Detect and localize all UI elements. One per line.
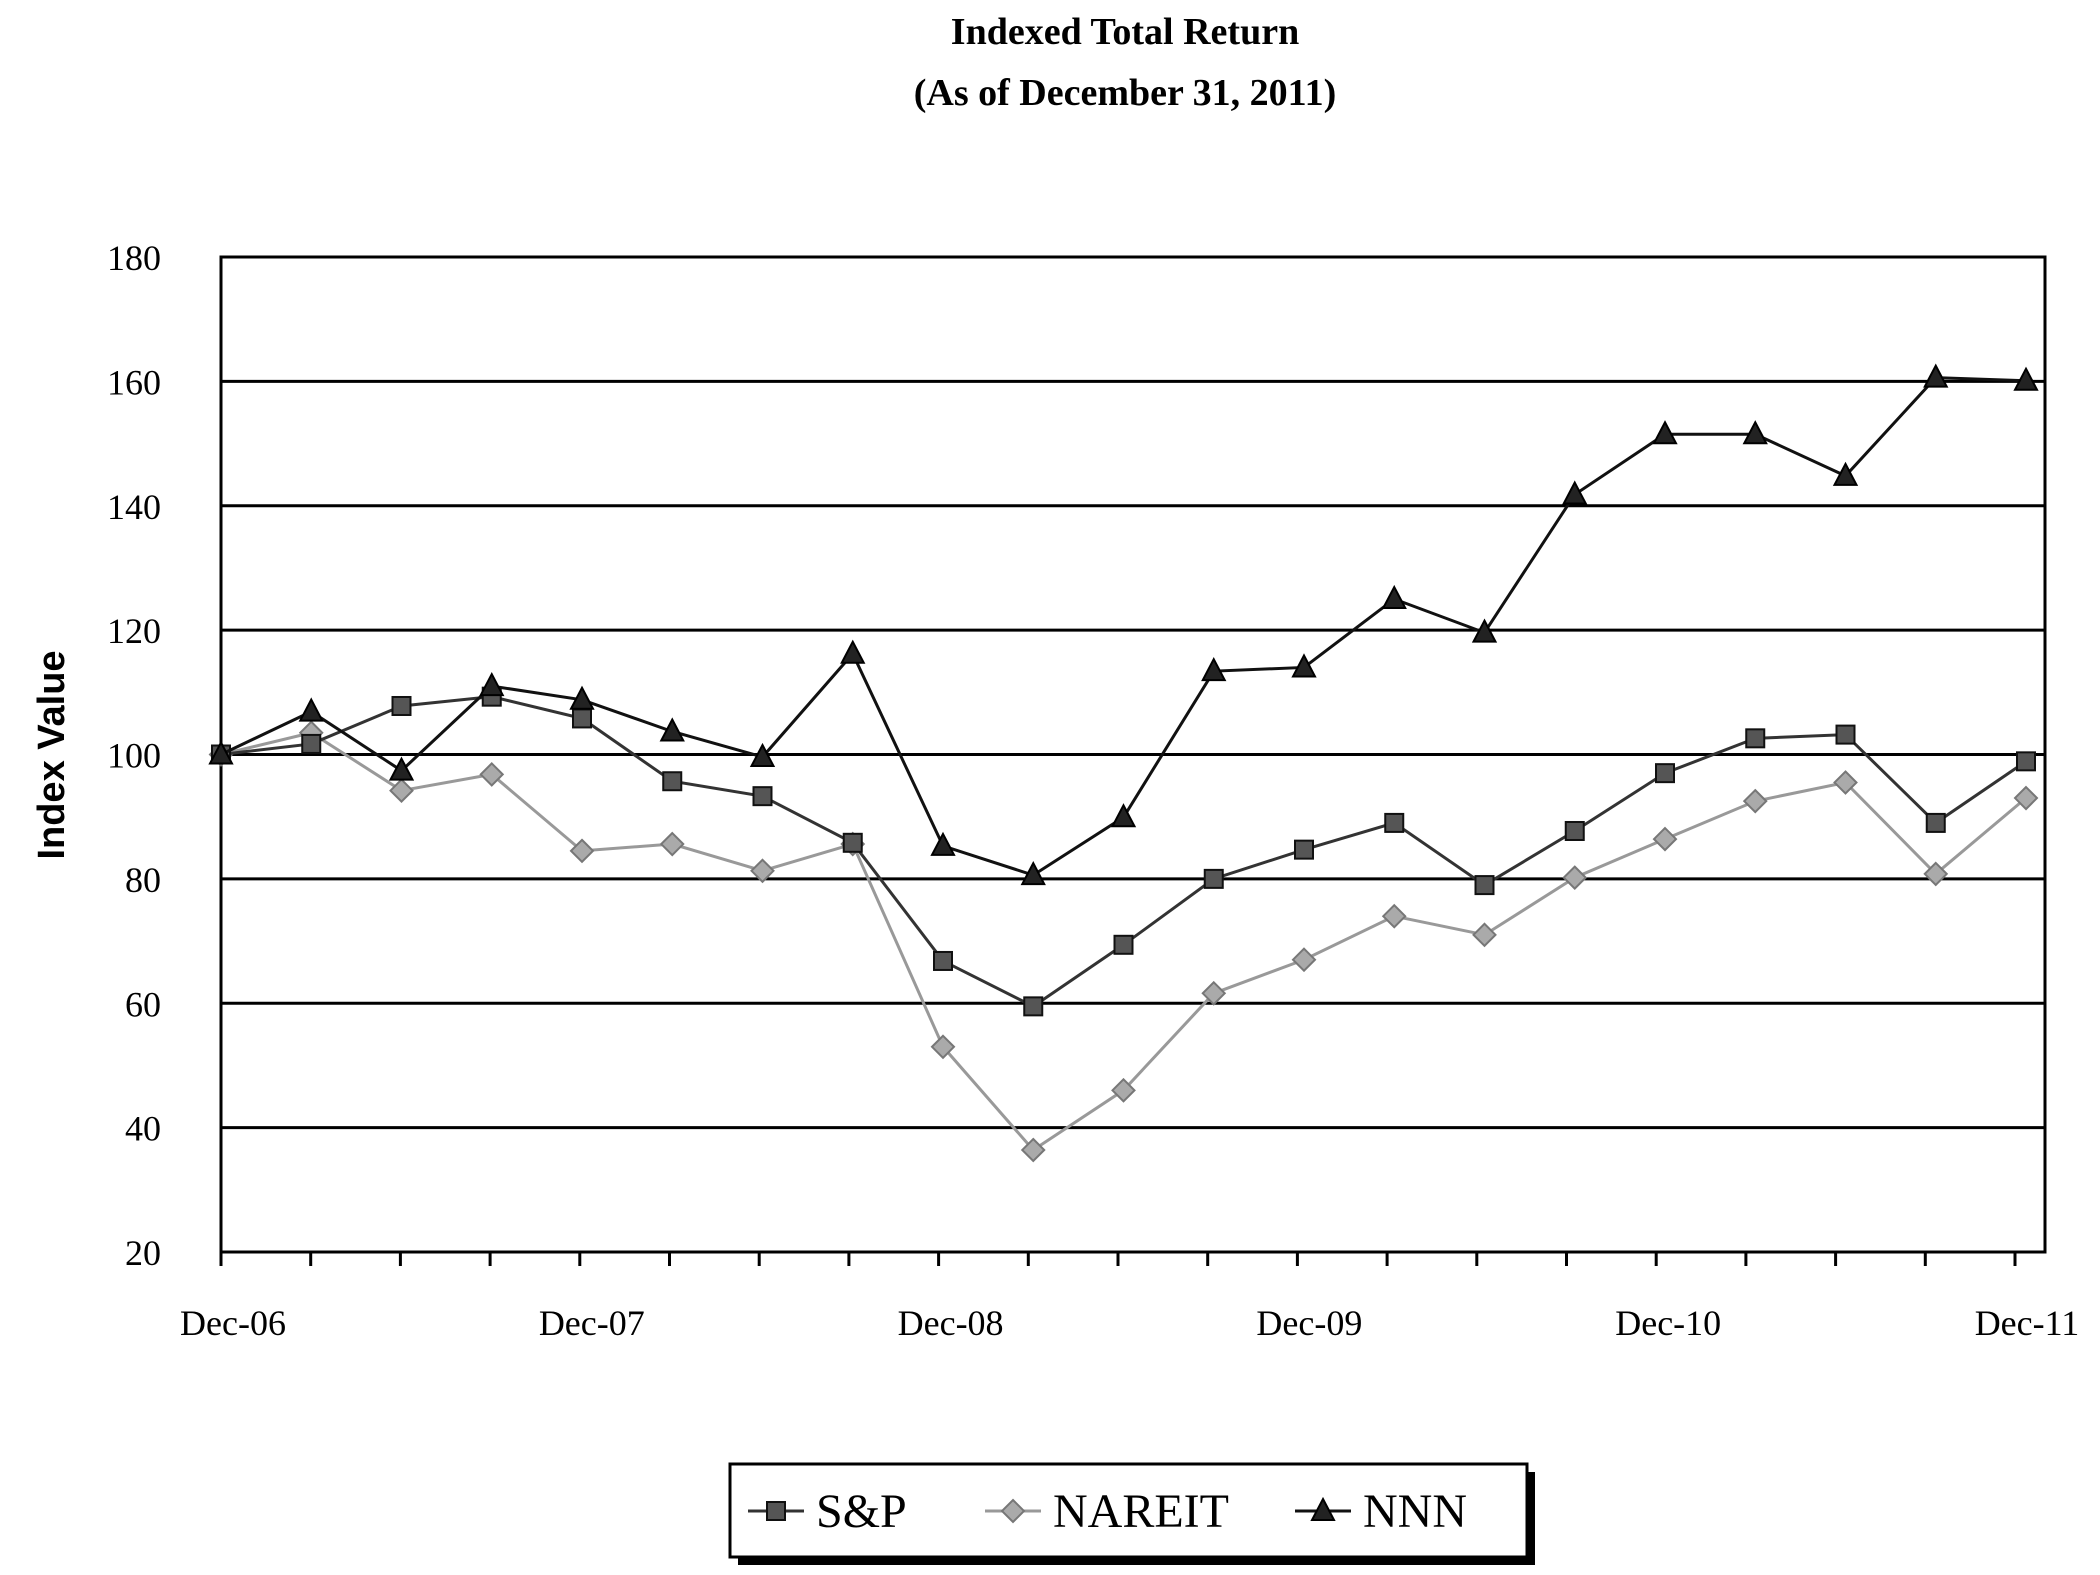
data-point	[2016, 751, 2036, 772]
data-point	[1925, 812, 1946, 833]
data-point	[1201, 657, 1227, 682]
x-tick-label: Dec-10	[1615, 1303, 1721, 1343]
y-tick-label: 20	[125, 1233, 161, 1273]
y-tick-label: 100	[107, 736, 161, 776]
data-point	[391, 695, 412, 716]
data-point	[1294, 839, 1314, 860]
data-point	[1562, 865, 1588, 891]
data-point	[1474, 875, 1495, 896]
data-point	[388, 756, 415, 781]
data-point	[2013, 785, 2039, 811]
y-tick-label: 160	[107, 362, 161, 402]
data-point	[659, 831, 685, 857]
data-point	[1655, 763, 1675, 784]
legend-box	[728, 1462, 1529, 1559]
y-axis-label: Index Value	[31, 650, 73, 859]
data-point	[1113, 934, 1134, 955]
data-point	[1291, 947, 1317, 973]
data-point	[1652, 826, 1678, 852]
data-point	[1923, 861, 1949, 887]
y-tick-label: 140	[107, 487, 161, 527]
legend-label: NAREIT	[1053, 1485, 1229, 1538]
data-point	[479, 761, 505, 787]
data-point	[1923, 363, 1949, 388]
series-nnn	[208, 363, 2039, 886]
y-tick-label: 120	[107, 611, 161, 651]
data-point	[1472, 922, 1497, 948]
data-point	[1471, 618, 1498, 643]
data-point	[750, 858, 775, 884]
series-sp	[211, 686, 2036, 1017]
data-point	[1564, 820, 1585, 841]
y-tick-label: 180	[107, 238, 161, 278]
data-point	[1742, 788, 1768, 814]
data-point	[930, 831, 956, 856]
legend: S&P NAREIT NNN	[728, 1462, 1535, 1565]
data-point	[298, 697, 324, 722]
gridlines	[221, 379, 2045, 1130]
y-tick-label: 60	[125, 984, 161, 1024]
chart-title: Indexed Total Return	[951, 11, 1299, 53]
legend-label: S&P	[816, 1485, 907, 1538]
data-point	[930, 1034, 956, 1060]
data-point	[479, 671, 505, 697]
data-point	[301, 733, 322, 754]
data-point	[1381, 584, 1407, 610]
y-axis: 20 40 60 80 100 120 140 160 180	[107, 238, 161, 1273]
data-point	[659, 717, 685, 742]
data-point	[749, 742, 776, 767]
data-point	[1381, 903, 1407, 929]
data-point	[389, 778, 414, 803]
legend-marker-diamond	[1000, 1498, 1026, 1524]
data-point	[1201, 980, 1227, 1006]
data-point	[1020, 860, 1046, 886]
data-point	[1203, 868, 1224, 889]
series-group	[208, 363, 2039, 1163]
y-tick-label: 80	[125, 860, 161, 900]
data-point	[1384, 812, 1405, 833]
x-axis: Dec-06 Dec-07 Dec-08 Dec-09 Dec-10 Dec-11	[180, 1252, 2079, 1343]
legend-label: NNN	[1363, 1485, 1467, 1538]
data-point	[933, 950, 953, 971]
y-tick-label: 40	[125, 1109, 161, 1149]
data-point	[1110, 803, 1137, 828]
data-point	[1291, 653, 1317, 678]
x-tick-label: Dec-08	[898, 1303, 1004, 1343]
legend-marker-triangle	[1310, 1496, 1336, 1521]
x-tick-label: Dec-09	[1256, 1303, 1362, 1343]
data-point	[1023, 996, 1044, 1017]
data-point	[208, 740, 234, 765]
data-point	[1745, 728, 1766, 749]
x-tick-label: Dec-07	[539, 1303, 645, 1343]
data-point	[572, 708, 592, 729]
data-point	[842, 832, 863, 853]
x-tick-label: Dec-06	[180, 1303, 286, 1343]
data-point	[569, 838, 595, 864]
x-tick-label: Dec-11	[1975, 1303, 2080, 1343]
data-point	[1562, 480, 1588, 505]
legend-marker-square	[766, 1501, 786, 1521]
data-point	[2013, 366, 2039, 391]
data-point	[1833, 770, 1858, 795]
chart-subtitle: (As of December 31, 2011)	[914, 72, 1336, 114]
data-point	[662, 771, 683, 792]
data-point	[1832, 461, 1859, 486]
data-point	[1020, 1137, 1046, 1163]
data-point	[1111, 1077, 1136, 1103]
data-point	[840, 639, 866, 664]
data-point	[1835, 724, 1856, 745]
data-point	[1742, 420, 1768, 445]
data-point	[569, 685, 595, 710]
data-point	[752, 786, 773, 807]
data-point	[1652, 420, 1678, 445]
